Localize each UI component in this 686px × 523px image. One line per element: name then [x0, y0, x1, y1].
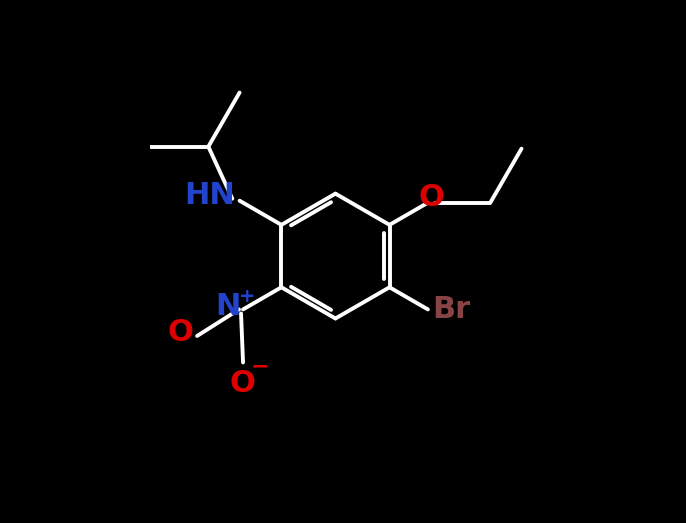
- Text: Br: Br: [433, 295, 471, 324]
- Text: HN: HN: [184, 181, 235, 210]
- Text: O: O: [167, 318, 193, 347]
- Text: N: N: [215, 292, 241, 321]
- Text: O: O: [229, 369, 255, 397]
- Text: −: −: [251, 357, 270, 377]
- Text: +: +: [239, 287, 255, 306]
- Text: O: O: [419, 184, 445, 212]
